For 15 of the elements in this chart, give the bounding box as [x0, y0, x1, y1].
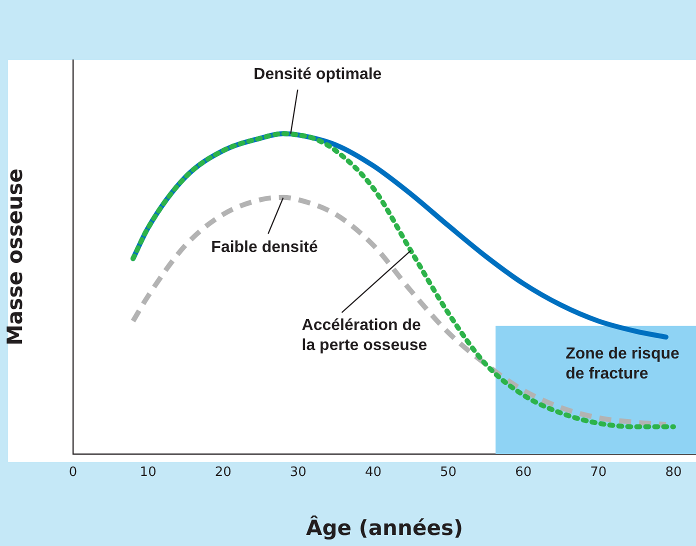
x-tick-label: 20 [214, 465, 232, 480]
x-tick-label: 30 [290, 465, 306, 480]
annotation: Faible densité [211, 239, 318, 256]
x-axis-title: Âge (années) [306, 514, 464, 540]
band-label: Zone de risque de fracture [566, 345, 680, 382]
annotation: Accélération de la perte osseuse [302, 317, 428, 354]
x-tick-label: 80 [665, 465, 682, 480]
x-tick-label: 70 [590, 465, 607, 480]
y-axis-title: Masse osseuse [3, 168, 28, 346]
x-tick-label: 50 [440, 465, 457, 480]
annotation: Densité optimale [254, 66, 382, 84]
x-tick-label: 40 [364, 465, 382, 480]
x-tick-label: 10 [140, 465, 156, 480]
x-tick-label: 60 [515, 465, 532, 480]
x-tick-label: 0 [68, 465, 78, 480]
